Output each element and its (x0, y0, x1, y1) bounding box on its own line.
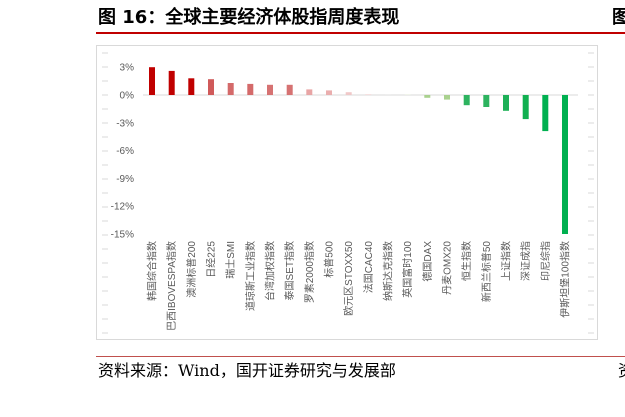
x-tick-label-22: 伊斯坦堡100指数 (559, 241, 572, 318)
source-note: 资料来源：Wind，国开证券研究与发展部 (98, 361, 396, 380)
bar-14 (404, 94, 411, 95)
y-tick-label: -6% (116, 146, 134, 157)
adjacent-column-title-fragment: 图 (612, 7, 625, 28)
bar-18 (483, 95, 490, 107)
x-tick-label-1: 韩国综合指数 (146, 241, 159, 301)
x-tick-label-12: 法国CAC40 (362, 241, 375, 294)
x-tick-label-7: 台湾加权指数 (264, 241, 277, 301)
bar-20 (522, 95, 529, 120)
source-divider (96, 356, 625, 357)
bar-11 (345, 92, 352, 95)
x-tick-label-20: 深证成指 (519, 241, 532, 281)
x-tick-label-2: 巴西IBOVESPA指数 (165, 241, 178, 331)
x-tick-label-16: 丹麦OMX20 (442, 241, 454, 295)
y-tick-label: -9% (116, 174, 134, 185)
bar-17 (463, 95, 470, 106)
chart-frame (96, 45, 598, 340)
x-tick-label-17: 恒生指数 (460, 241, 473, 281)
bar-2 (168, 70, 175, 95)
bar-19 (503, 95, 509, 111)
y-tick-label: -15% (111, 230, 134, 241)
y-tick-label: 0% (120, 91, 135, 102)
x-tick-label-11: 欧元区STOXX50 (343, 241, 355, 316)
x-tick-label-8: 泰国SET指数 (283, 241, 296, 300)
bar-1 (149, 67, 155, 95)
x-tick-label-3: 澳洲标普200 (185, 241, 198, 298)
bar-5 (227, 83, 234, 95)
x-tick-label-19: 上证指数 (500, 241, 513, 281)
bar-7 (267, 84, 273, 95)
bar-3 (188, 78, 195, 95)
figure-title: 图 16：全球主要经济体股指周度表现 (98, 7, 400, 28)
bar-8 (286, 84, 293, 95)
bar-13 (385, 94, 391, 95)
x-tick-label-6: 道琼斯工业指数 (244, 241, 257, 311)
x-tick-label-15: 德国DAX (421, 241, 434, 282)
x-tick-label-10: 标普500 (323, 241, 336, 278)
y-tick-label: -12% (111, 202, 134, 213)
y-tick-label: -3% (116, 118, 134, 129)
x-tick-label-21: 印尼综指 (539, 241, 552, 281)
x-tick-label-5: 瑞士SMI (224, 241, 237, 279)
x-tick-label-9: 罗素2000指数 (303, 241, 316, 303)
y-tick-label: 3% (120, 63, 135, 74)
x-tick-label-18: 新西兰标普50 (480, 241, 493, 303)
x-tick-label-4: 日经225 (205, 241, 218, 278)
bar-22 (562, 95, 568, 234)
bar-6 (247, 83, 254, 95)
bar-10 (326, 90, 332, 95)
bar-9 (306, 89, 313, 95)
bar-16 (444, 95, 450, 100)
x-tick-label-13: 纳斯达克指数 (382, 241, 395, 301)
bar-12 (365, 94, 372, 95)
x-tick-label-14: 英国富时100 (401, 241, 414, 298)
bar-21 (542, 95, 549, 132)
bar-15 (424, 95, 431, 98)
adjacent-column-source-fragment: 资 (618, 361, 625, 381)
title-underline (96, 32, 625, 34)
bar-4 (208, 79, 214, 95)
